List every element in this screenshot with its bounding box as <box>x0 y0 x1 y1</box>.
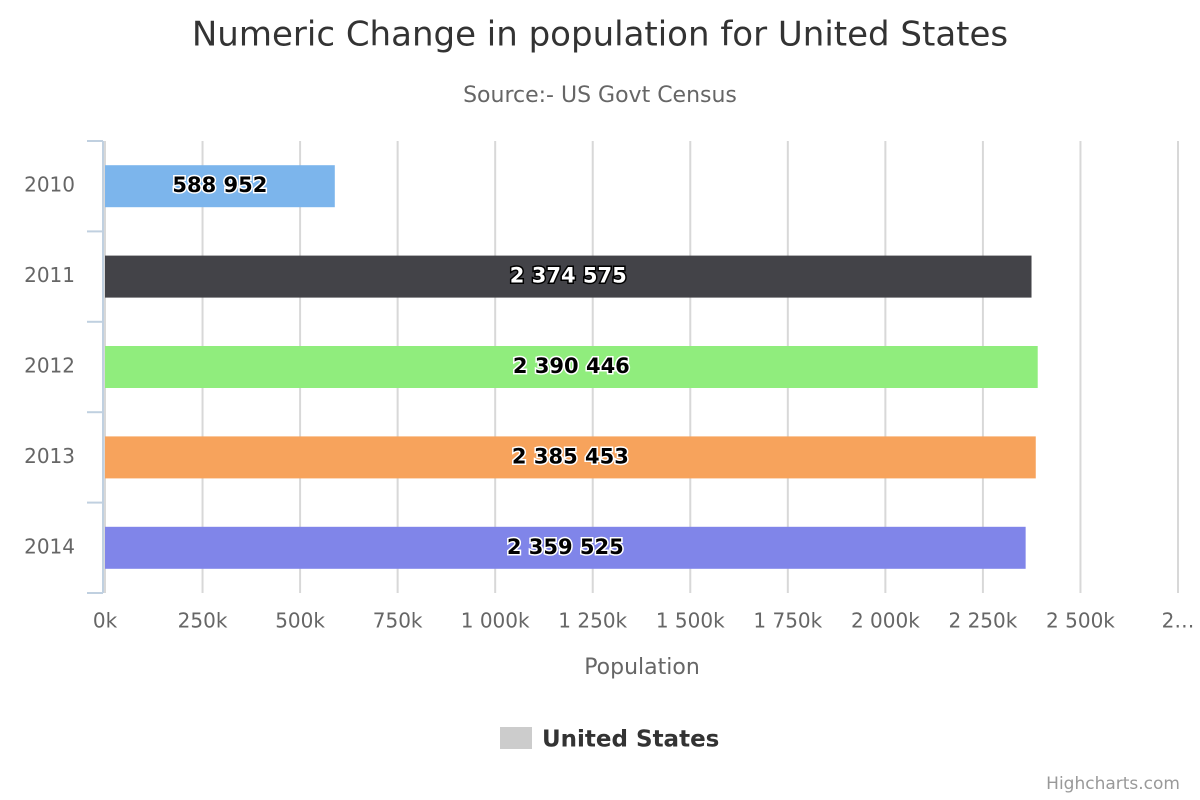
y-tick-label: 2011 <box>24 263 75 287</box>
data-label: 2 359 525 <box>507 535 624 559</box>
bar <box>105 526 1026 569</box>
bar <box>105 255 1032 298</box>
data-label: 2 374 575 <box>510 264 627 288</box>
bar <box>105 165 335 208</box>
credits: Highcharts.com <box>1046 774 1180 794</box>
x-tick-label: 1 250k <box>558 609 627 633</box>
x-tick-label: 2 250k <box>948 609 1017 633</box>
x-tick-label: 1 750k <box>753 609 822 633</box>
data-label: 588 952 <box>172 173 267 197</box>
y-tick-label: 2010 <box>24 173 75 197</box>
legend-swatch <box>500 727 532 749</box>
bar <box>105 346 1038 388</box>
x-tick-label: 2 000k <box>851 609 920 633</box>
x-axis-title: Population <box>584 655 700 680</box>
chart-subtitle: Source:- US Govt Census <box>463 83 737 108</box>
y-tick-label: 2014 <box>24 534 75 558</box>
data-label: 2 390 446 <box>513 354 630 378</box>
x-tick-label: 0k <box>93 609 118 633</box>
x-tick-label: 2… <box>1162 609 1195 633</box>
x-tick-label: 1 000k <box>461 609 530 633</box>
chart-title: Numeric Change in population for United … <box>192 15 1008 55</box>
bar <box>105 436 1036 479</box>
legend-label: United States <box>542 727 719 753</box>
x-tick-label: 500k <box>275 609 325 633</box>
y-tick-label: 2012 <box>24 354 75 378</box>
x-tick-label: 2 500k <box>1046 609 1115 633</box>
data-label: 2 385 453 <box>512 444 629 468</box>
x-tick-label: 250k <box>178 609 228 633</box>
x-tick-label: 750k <box>373 609 423 633</box>
x-tick-label: 1 500k <box>656 609 725 633</box>
y-tick-label: 2013 <box>24 444 75 468</box>
